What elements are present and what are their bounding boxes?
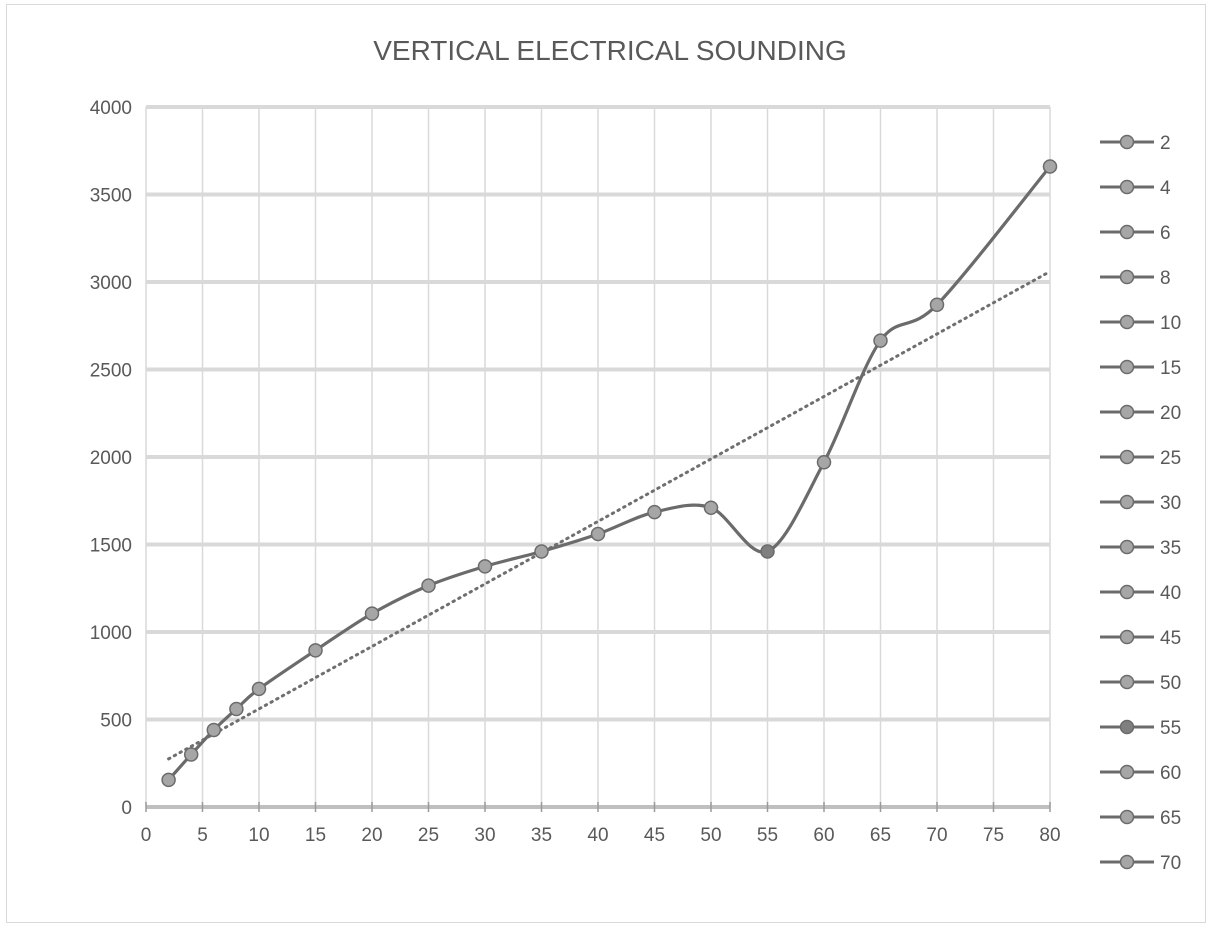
legend-label: 25 xyxy=(1160,448,1181,469)
data-point-marker xyxy=(229,701,244,717)
legend-swatch-marker xyxy=(1119,809,1135,825)
x-tick-label: 5 xyxy=(197,825,208,846)
chart-frame xyxy=(6,4,1206,923)
data-point-marker xyxy=(477,559,493,574)
data-point-marker xyxy=(364,606,380,621)
y-tick-label: 3000 xyxy=(90,273,132,294)
series-line-layer xyxy=(167,165,1052,781)
data-point-marker xyxy=(161,772,176,788)
x-tick-labels: 0 5 10 15 20 25 30 35 40 45 50 55 60 65 70 75 80 xyxy=(141,825,1061,846)
legend-swatch-marker xyxy=(1119,584,1135,600)
data-point-marker xyxy=(873,333,888,348)
y-tick-label: 1500 xyxy=(90,536,132,557)
data-point-marker xyxy=(308,643,323,658)
y-tick-label: 3500 xyxy=(90,186,132,207)
legend-swatch-marker xyxy=(1119,719,1135,735)
data-point-marker xyxy=(590,526,606,542)
y-tick-label: 2000 xyxy=(90,448,132,469)
data-point-marker xyxy=(760,544,775,559)
y-tick-labels: 0 500 1000 1500 2000 2500 3000 3500 4000 xyxy=(90,98,132,819)
legend-label: 2 xyxy=(1160,133,1171,154)
x-tick-label: 15 xyxy=(305,825,326,846)
legend: 2 4 6 8 10 15 20 25 30 35 40 45 50 55 60 65 70 xyxy=(1100,133,1181,874)
legend-label: 60 xyxy=(1160,763,1181,784)
trendline-layer xyxy=(167,270,1052,761)
x-tick-label: 30 xyxy=(474,825,495,846)
legend-label: 50 xyxy=(1160,673,1181,694)
y-tick-label: 4000 xyxy=(90,98,132,119)
legend-swatch-marker xyxy=(1119,134,1135,150)
legend-swatch-marker xyxy=(1119,539,1135,555)
y-tick-label: 1000 xyxy=(90,623,132,644)
legend-label: 65 xyxy=(1160,808,1181,829)
legend-swatch-marker xyxy=(1119,494,1135,510)
legend-label: 20 xyxy=(1160,403,1181,424)
chart-title: VERTICAL ELECTRICAL SOUNDING xyxy=(373,35,847,66)
legend-swatch-marker xyxy=(1119,854,1135,870)
x-tick-label: 80 xyxy=(1039,825,1060,846)
legend-label: 45 xyxy=(1160,628,1181,649)
grid-layer xyxy=(145,105,1051,812)
legend-swatch-marker xyxy=(1119,224,1135,240)
x-tick-label: 20 xyxy=(361,825,382,846)
legend-label: 40 xyxy=(1160,583,1181,604)
data-point-marker xyxy=(183,747,199,762)
x-tick-label: 0 xyxy=(141,825,152,846)
legend-label: 4 xyxy=(1160,178,1171,199)
x-tick-label: 40 xyxy=(587,825,608,846)
legend-label: 15 xyxy=(1160,358,1181,379)
legend-swatch-marker xyxy=(1119,764,1135,780)
x-tick-label: 25 xyxy=(418,825,439,846)
data-point-marker xyxy=(1042,159,1058,174)
data-point-marker xyxy=(251,681,267,697)
data-point-marker xyxy=(703,500,719,515)
legend-label: 6 xyxy=(1160,223,1171,244)
x-tick-label: 70 xyxy=(926,825,947,846)
data-point-marker xyxy=(816,455,832,470)
data-point-marker xyxy=(929,297,945,312)
x-tick-label: 45 xyxy=(644,825,665,846)
x-tick-label: 75 xyxy=(983,825,1004,846)
legend-swatch-marker xyxy=(1119,629,1135,645)
legend-swatch-marker xyxy=(1119,674,1135,690)
data-point-marker xyxy=(206,722,222,738)
trendline xyxy=(167,270,1052,761)
legend-label: 35 xyxy=(1160,538,1181,559)
x-tick-label: 65 xyxy=(870,825,891,846)
x-tick-label: 10 xyxy=(248,825,269,846)
legend-swatch-marker xyxy=(1119,404,1135,420)
legend-swatch-marker xyxy=(1119,359,1135,375)
y-tick-label: 500 xyxy=(100,711,132,732)
x-tick-label: 55 xyxy=(757,825,778,846)
data-point-marker xyxy=(647,504,662,520)
legend-swatch-marker xyxy=(1119,179,1135,195)
legend-label: 70 xyxy=(1160,853,1181,874)
data-point-marker xyxy=(421,578,436,593)
series-line xyxy=(167,165,1052,781)
legend-label: 10 xyxy=(1160,313,1181,334)
legend-label: 55 xyxy=(1160,718,1181,739)
legend-swatch-marker xyxy=(1119,314,1135,330)
x-tick-label: 60 xyxy=(813,825,834,846)
y-tick-label: 0 xyxy=(121,798,132,819)
y-tick-label: 2500 xyxy=(90,361,132,382)
legend-label: 30 xyxy=(1160,493,1181,514)
x-tick-label: 50 xyxy=(700,825,721,846)
x-tick-label: 35 xyxy=(531,825,552,846)
legend-label: 8 xyxy=(1160,268,1171,289)
legend-swatch-marker xyxy=(1119,269,1135,285)
data-point-marker xyxy=(534,544,549,559)
legend-swatch-marker xyxy=(1119,449,1135,465)
marker-layer xyxy=(161,159,1058,788)
